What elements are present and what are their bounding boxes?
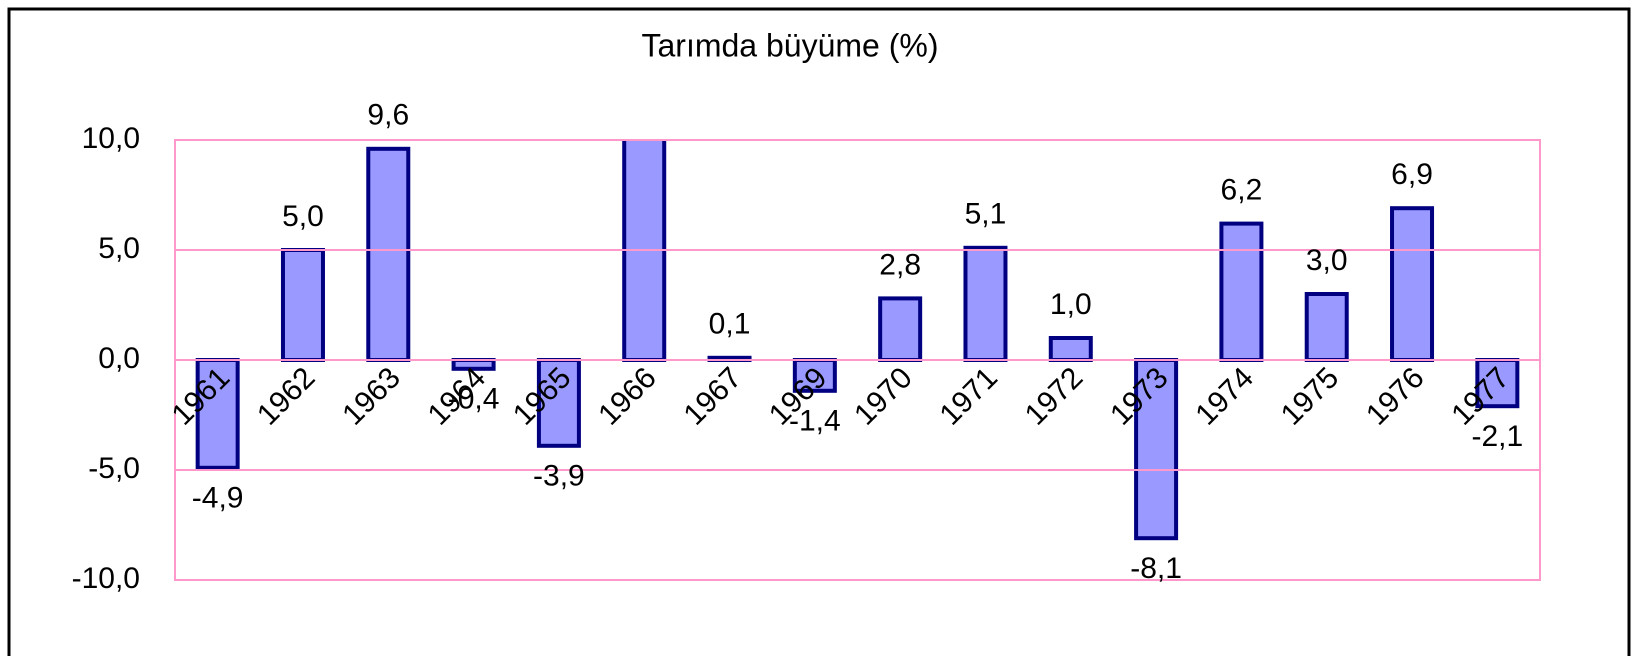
data-label: 6,2 [1221, 174, 1263, 207]
data-label: -8,1 [1130, 552, 1182, 585]
bar [792, 358, 837, 393]
y-tick-label: 0,0 [98, 342, 140, 375]
bar [1219, 221, 1264, 362]
data-label: -0,4 [448, 383, 500, 416]
bar [536, 358, 581, 448]
bar [1390, 206, 1435, 362]
data-label: -1,4 [789, 405, 841, 438]
bar [1048, 336, 1093, 362]
data-label: -4,9 [192, 482, 244, 515]
chart-title: Tarımda büyüme (%) [642, 27, 939, 63]
data-label: 0,1 [709, 308, 751, 341]
y-tick-label: 5,0 [98, 232, 140, 265]
bar [622, 140, 667, 362]
data-label: 5,1 [965, 198, 1007, 231]
bar [280, 248, 325, 362]
bar [1304, 292, 1349, 362]
y-tick-label: -5,0 [88, 452, 140, 485]
chart-border [7, 7, 1631, 661]
data-label: 6,9 [1391, 158, 1433, 191]
data-label: 5,0 [282, 200, 324, 233]
data-label: -3,9 [533, 460, 585, 493]
bar [878, 296, 923, 362]
data-label: 1,0 [1050, 288, 1092, 321]
bar [963, 245, 1008, 362]
y-tick-label: -10,0 [72, 562, 140, 595]
data-label: -2,1 [1471, 420, 1523, 453]
bar [366, 146, 411, 362]
data-label: 2,8 [879, 248, 921, 281]
y-tick-label: 10,0 [82, 122, 140, 155]
data-label: 3,0 [1306, 244, 1348, 277]
data-label: 9,6 [367, 99, 409, 132]
